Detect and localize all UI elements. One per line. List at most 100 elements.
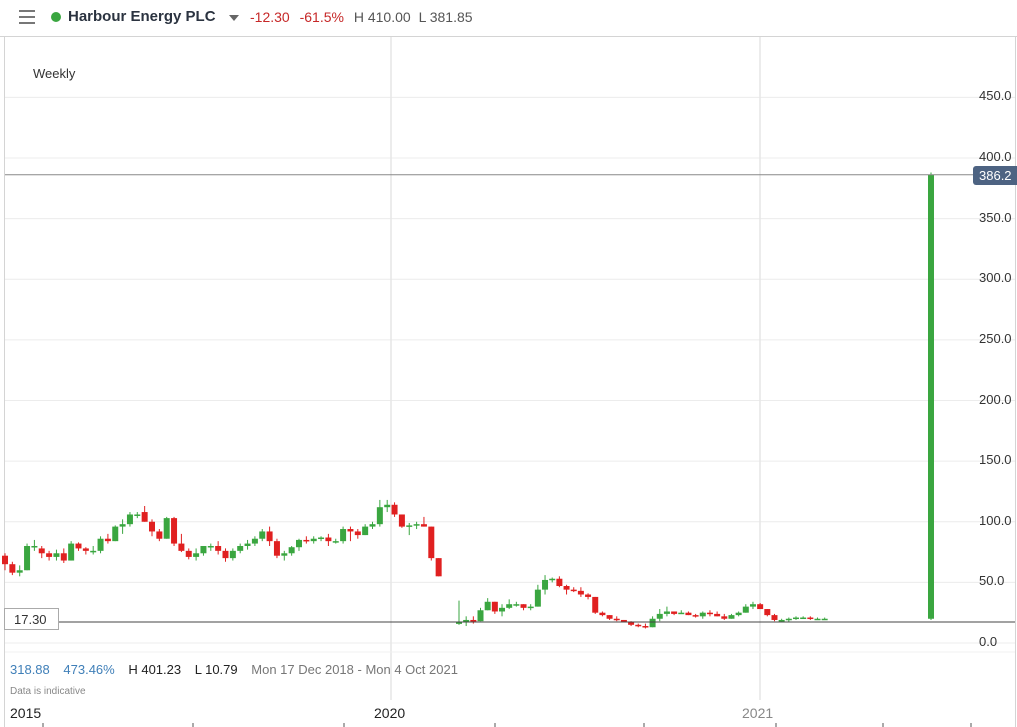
candle-body — [542, 579, 549, 590]
candle-body — [477, 610, 484, 622]
y-axis-label: 450.0 — [979, 88, 1012, 104]
candle-body — [800, 617, 807, 620]
candle-body — [281, 553, 288, 556]
candle-body — [296, 539, 302, 548]
candle-body — [266, 531, 273, 542]
candle-body — [398, 514, 405, 527]
candle-body — [428, 526, 435, 559]
candle-body — [362, 526, 369, 536]
y-axis-label: 0.0 — [979, 634, 998, 649]
candle-body — [318, 537, 325, 540]
candle-body — [178, 543, 185, 551]
candle-body — [90, 550, 97, 553]
x-label-2015: 2015 — [10, 705, 42, 721]
y-axis-label: 100.0 — [979, 512, 1012, 528]
candle-body — [807, 617, 814, 620]
period-change: 318.88 — [10, 662, 50, 677]
candle-body — [714, 613, 721, 617]
candle-body — [420, 524, 427, 527]
candle-body — [749, 604, 756, 607]
candle-body — [513, 604, 520, 606]
candle-body — [613, 618, 620, 621]
price-change: -12.30 — [250, 9, 290, 25]
candle-body — [251, 538, 258, 544]
candle-body — [38, 548, 45, 554]
candle-body — [303, 539, 310, 542]
candle-body — [288, 547, 295, 554]
candle-body — [325, 537, 332, 542]
candle-body — [563, 586, 570, 590]
instrument-title[interactable]: Harbour Energy PLC — [68, 8, 216, 25]
candle-body — [499, 607, 506, 612]
candle-body — [185, 550, 192, 557]
y-axis-label: 200.0 — [979, 391, 1012, 407]
candle-body — [53, 553, 60, 557]
candle-body — [527, 606, 534, 609]
candle-body — [244, 543, 251, 546]
candle-body — [406, 525, 413, 527]
candle-body — [435, 558, 442, 577]
candle-body — [577, 590, 584, 595]
candle-body — [413, 524, 420, 526]
candle-body — [354, 531, 361, 536]
candle-body — [764, 609, 771, 616]
candle-body — [678, 612, 685, 615]
candle-body — [821, 618, 828, 621]
candle-body — [46, 553, 53, 557]
candle-body — [104, 538, 111, 542]
candle-body — [628, 622, 635, 625]
candle-body — [112, 526, 119, 542]
candle-body — [31, 546, 38, 548]
candle-body — [778, 619, 785, 622]
candle-body — [75, 543, 82, 549]
candle-body — [369, 524, 376, 527]
price-change-pct: -61.5% — [299, 9, 344, 25]
day-low: L 381.85 — [418, 9, 473, 25]
candle-body — [16, 570, 23, 573]
candle-body — [470, 619, 477, 622]
candle-body — [237, 546, 244, 551]
period-high: H 401.23 — [128, 662, 182, 677]
candle-body — [259, 531, 266, 539]
data-disclaimer: Data is indicative — [10, 686, 86, 697]
candle-body — [24, 546, 31, 571]
candle-body — [484, 601, 491, 611]
interval-label[interactable]: Weekly — [33, 66, 76, 81]
y-axis-label: 400.0 — [979, 149, 1012, 164]
hamburger-icon[interactable] — [19, 10, 35, 24]
candle-body — [9, 564, 16, 573]
candle-body — [82, 548, 89, 551]
candle-body — [585, 594, 592, 597]
candle-body — [721, 616, 728, 619]
candle-body — [229, 550, 236, 559]
candle-body — [692, 615, 699, 617]
current-price-tag: 386.2 — [973, 166, 1017, 185]
candle-body — [340, 529, 347, 542]
candle-body — [742, 606, 749, 613]
candle-body — [273, 541, 280, 556]
candle-body — [792, 617, 799, 620]
y-axis-label: 150.0 — [979, 452, 1012, 468]
candle-body — [193, 553, 200, 557]
candle-body — [163, 518, 170, 539]
market-status-icon — [51, 12, 61, 22]
chart-header: Harbour Energy PLC -12.30 -61.5% H 410.0… — [0, 0, 1017, 37]
candle-body — [60, 553, 67, 561]
chevron-down-icon[interactable] — [229, 15, 239, 21]
candle-body — [635, 624, 642, 627]
candle-body — [928, 174, 934, 619]
candle-body — [599, 612, 606, 616]
x-label-2020: 2020 — [374, 705, 406, 721]
x-label-2021: 2021 — [742, 705, 774, 721]
day-high: H 410.00 — [353, 9, 411, 25]
period-stats: 318.88 473.46% H 401.23 L 10.79 Mon 17 D… — [10, 662, 458, 677]
candle-body — [156, 531, 163, 539]
candle-body — [706, 612, 713, 615]
chart-area[interactable] — [4, 37, 1016, 727]
reference-line-tag[interactable]: 17.30 — [4, 608, 59, 630]
candle-body — [171, 518, 178, 544]
candle-body — [463, 619, 470, 623]
candle-body — [757, 604, 764, 610]
candle-body — [685, 612, 692, 616]
